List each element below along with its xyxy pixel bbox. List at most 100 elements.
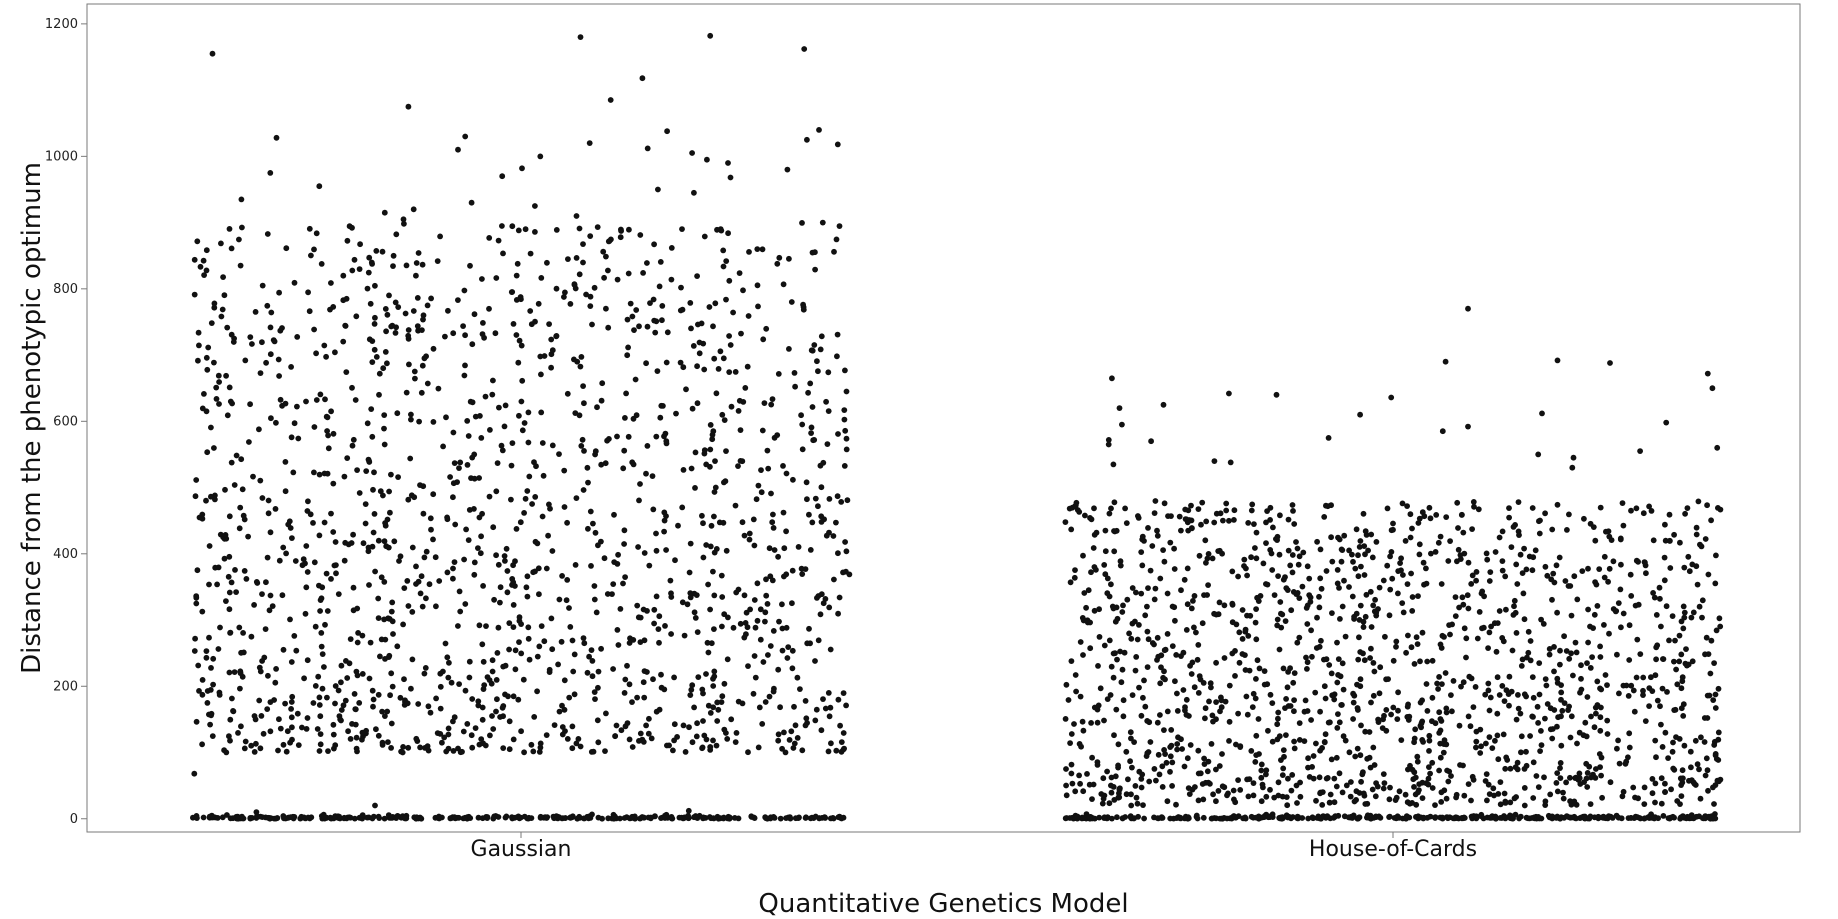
data-point (1352, 753, 1359, 760)
y-tick-label: 1200 (45, 17, 78, 32)
data-point (690, 343, 697, 349)
data-point (1560, 795, 1567, 802)
data-point (464, 418, 471, 424)
data-point (1460, 601, 1467, 608)
data-point (687, 590, 694, 596)
data-point (457, 459, 464, 466)
data-point (1540, 621, 1547, 627)
data-point (537, 353, 544, 360)
data-point (267, 728, 274, 735)
data-point (280, 646, 287, 653)
data-point (191, 770, 198, 777)
data-point (1101, 642, 1108, 649)
data-point (1163, 759, 1170, 766)
data-point (765, 465, 772, 472)
data-point (709, 436, 716, 443)
data-point (1696, 603, 1703, 610)
data-point (1313, 645, 1320, 651)
data-point (482, 393, 489, 400)
data-point (280, 544, 287, 551)
data-point (364, 814, 371, 821)
data-point (1486, 734, 1493, 740)
data-point (206, 543, 213, 549)
data-point (1336, 585, 1342, 591)
data-point (1584, 660, 1590, 666)
data-point (732, 502, 739, 509)
data-point (1439, 681, 1445, 687)
data-point (1414, 758, 1421, 765)
data-point (573, 255, 580, 261)
data-point (525, 439, 532, 446)
data-point (1068, 770, 1075, 777)
data-point (1367, 588, 1374, 595)
data-point (1336, 719, 1343, 726)
data-point (1637, 448, 1643, 454)
data-point (1482, 691, 1489, 698)
data-point (430, 419, 437, 425)
data-point (1134, 800, 1141, 807)
data-point (755, 303, 761, 310)
data-point (1334, 567, 1341, 573)
data-point (1513, 561, 1520, 568)
data-point (1463, 635, 1470, 642)
data-point (587, 303, 594, 309)
data-point (825, 690, 832, 696)
data-point (393, 231, 400, 238)
data-point (834, 141, 841, 148)
data-point (273, 419, 279, 426)
data-point (405, 103, 412, 110)
data-point (1296, 553, 1303, 560)
data-point (387, 509, 393, 516)
data-point (1681, 609, 1688, 616)
data-point (1310, 753, 1317, 759)
data-point (1140, 802, 1146, 808)
data-point (754, 617, 761, 624)
data-point (581, 400, 587, 407)
data-point (1229, 568, 1236, 575)
data-point (401, 220, 407, 227)
data-point (1144, 628, 1151, 635)
data-point (1342, 737, 1349, 744)
data-point (710, 675, 716, 682)
data-point (593, 609, 600, 616)
data-point (1680, 813, 1686, 819)
data-point (316, 183, 323, 190)
data-point (762, 618, 768, 625)
data-point (337, 716, 344, 723)
data-point (780, 509, 787, 516)
data-point (510, 602, 517, 608)
data-point (1475, 506, 1482, 513)
data-point (1136, 768, 1143, 775)
data-point (1219, 783, 1226, 790)
data-point (200, 814, 207, 821)
data-point (367, 300, 374, 307)
data-point (502, 558, 508, 564)
data-point (1429, 759, 1436, 766)
data-point (715, 706, 722, 713)
data-point (1679, 767, 1686, 774)
data-point (417, 590, 424, 597)
data-point (1079, 718, 1086, 725)
data-point (653, 318, 660, 325)
data-point (1399, 500, 1406, 507)
data-point (312, 683, 319, 689)
data-point (295, 742, 302, 748)
data-point (409, 609, 416, 615)
data-point (1400, 572, 1406, 578)
data-point (1408, 644, 1415, 651)
data-point (1304, 563, 1311, 570)
data-point (1388, 711, 1394, 718)
data-point (414, 738, 421, 744)
data-point (1276, 646, 1283, 653)
data-point (611, 815, 617, 822)
data-point (267, 170, 274, 176)
data-point (1187, 742, 1194, 748)
data-point (490, 524, 497, 531)
data-point (418, 389, 425, 396)
data-point (704, 639, 711, 646)
data-point (567, 624, 574, 630)
data-point (191, 291, 198, 298)
data-point (422, 665, 429, 671)
data-point (1357, 602, 1364, 609)
data-point (261, 654, 268, 661)
